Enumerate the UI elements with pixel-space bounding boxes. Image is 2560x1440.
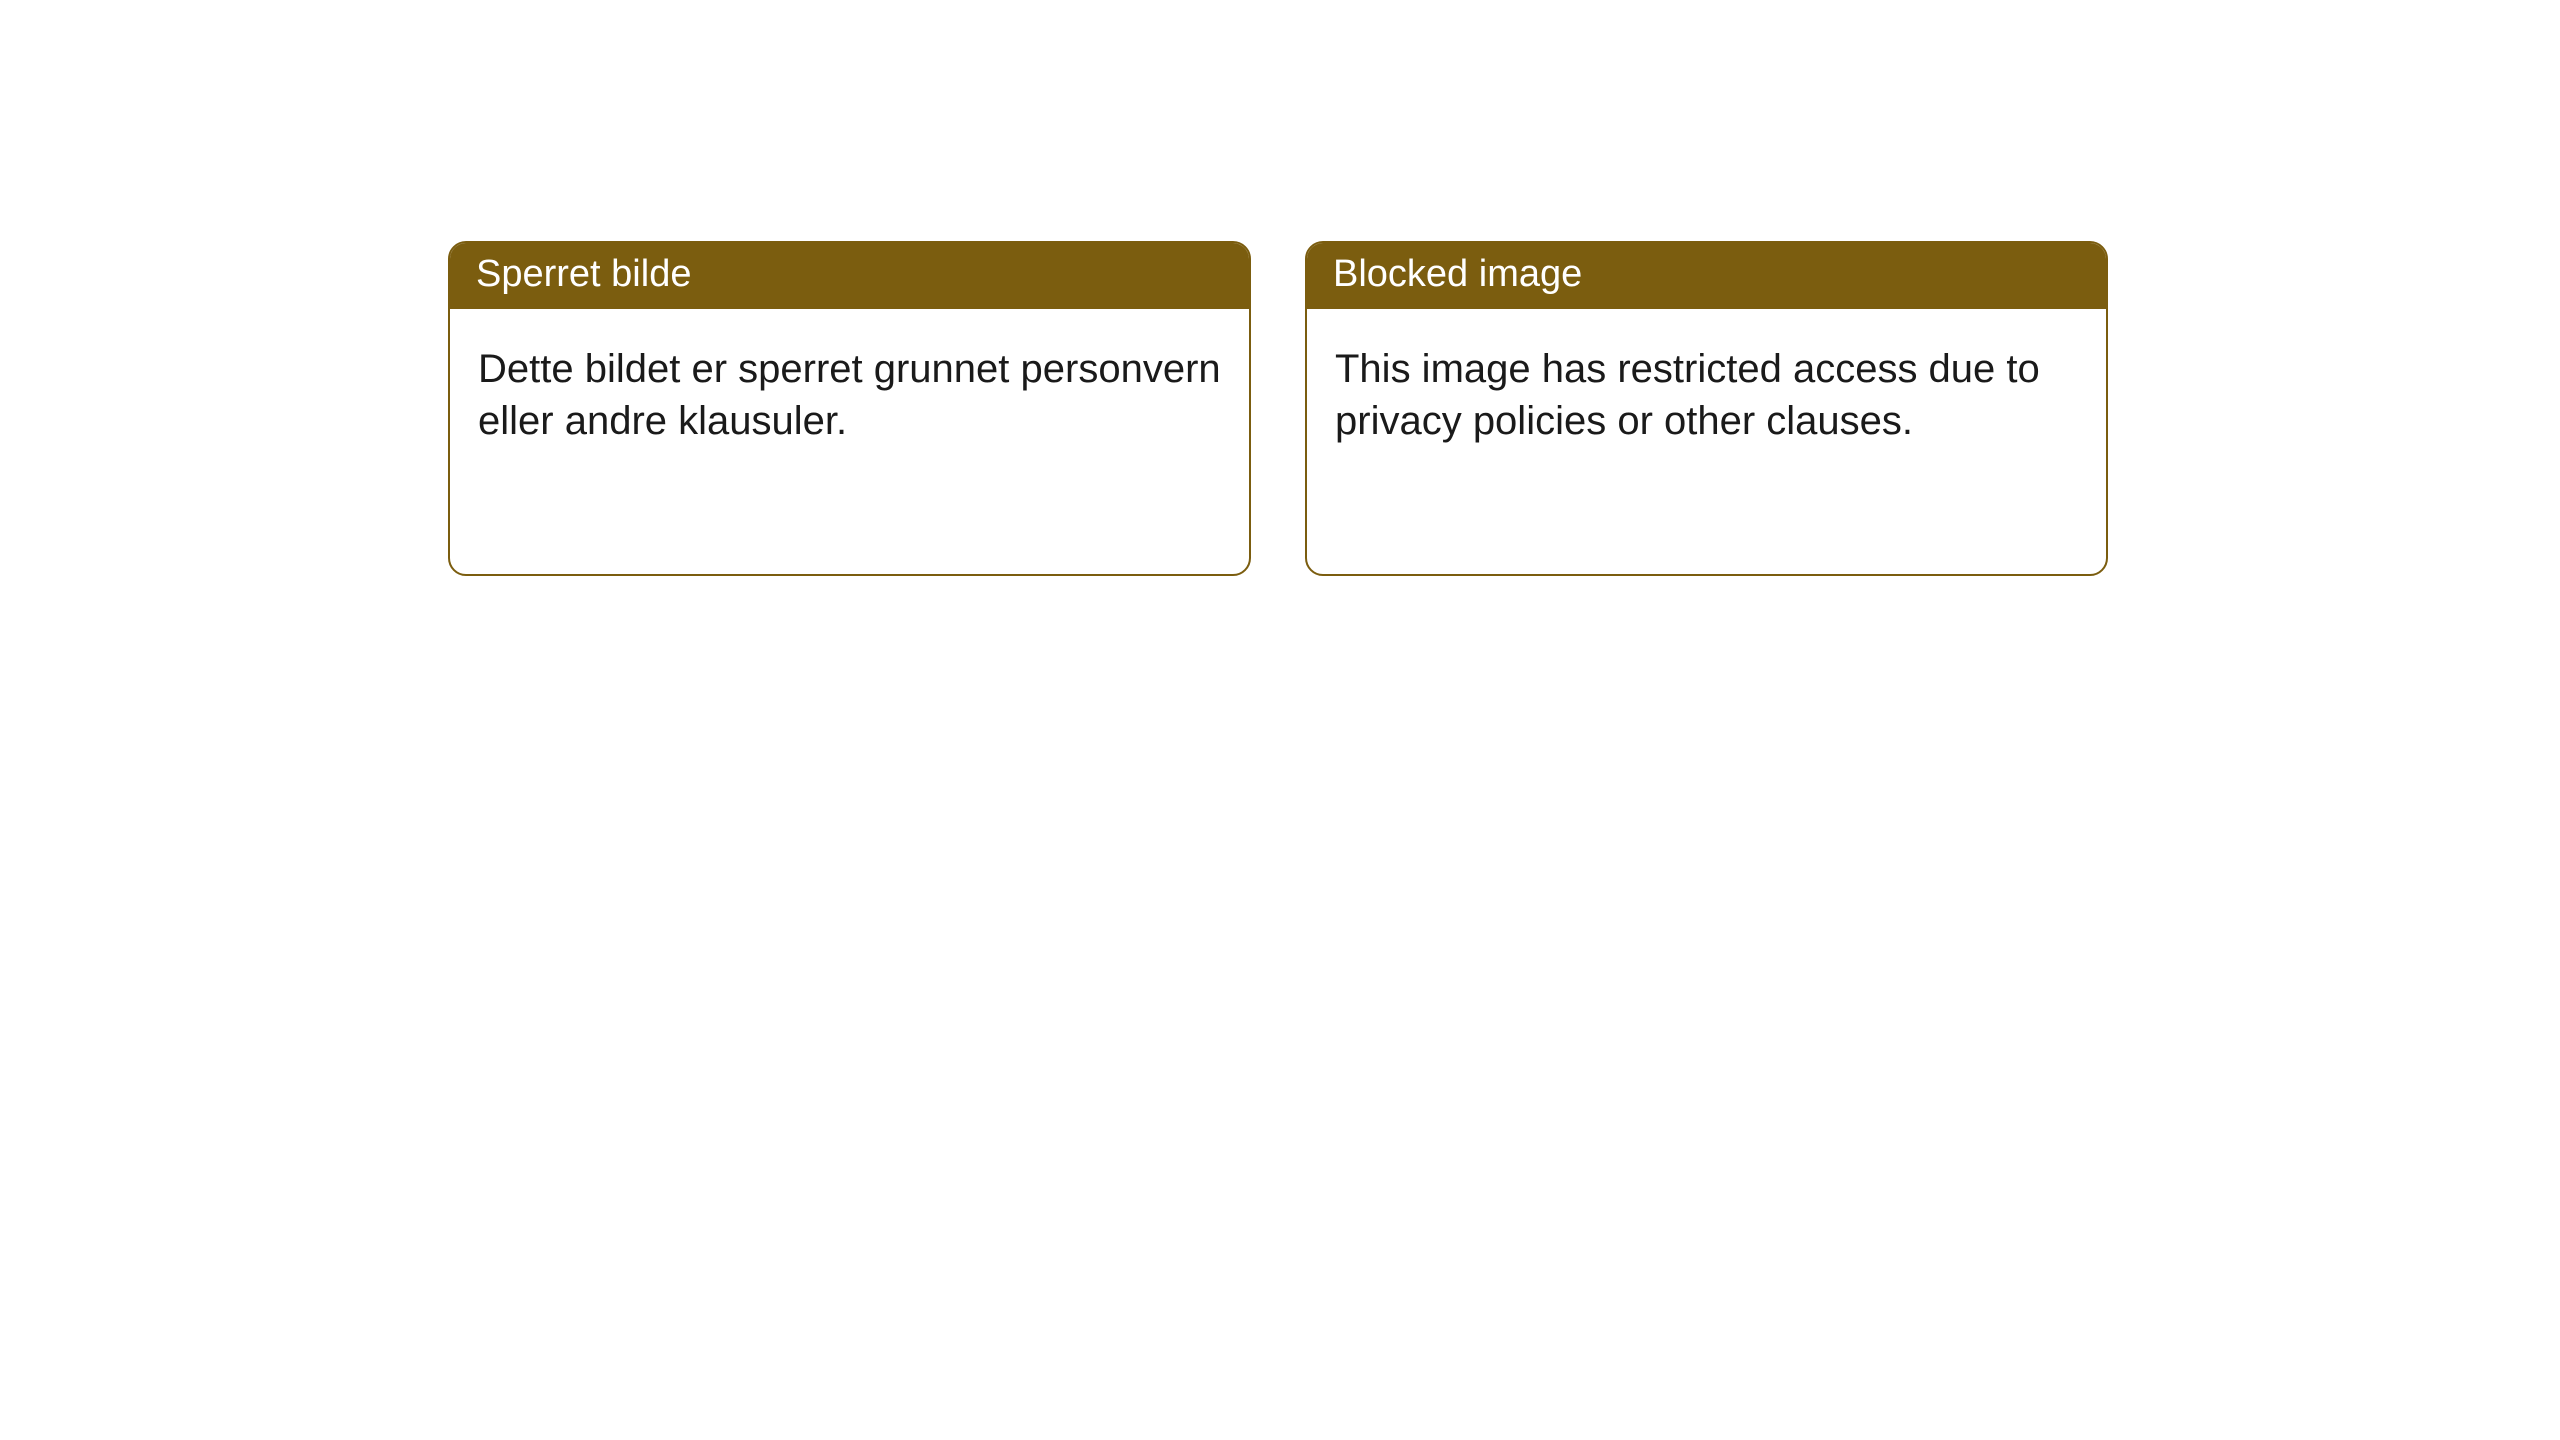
notice-body: Dette bildet er sperret grunnet personve… [450, 309, 1249, 481]
notice-body: This image has restricted access due to … [1307, 309, 2106, 481]
notices-container: Sperret bilde Dette bildet er sperret gr… [0, 0, 2560, 576]
notice-box-english: Blocked image This image has restricted … [1305, 241, 2108, 576]
notice-header: Blocked image [1307, 243, 2106, 309]
notice-header: Sperret bilde [450, 243, 1249, 309]
notice-box-norwegian: Sperret bilde Dette bildet er sperret gr… [448, 241, 1251, 576]
